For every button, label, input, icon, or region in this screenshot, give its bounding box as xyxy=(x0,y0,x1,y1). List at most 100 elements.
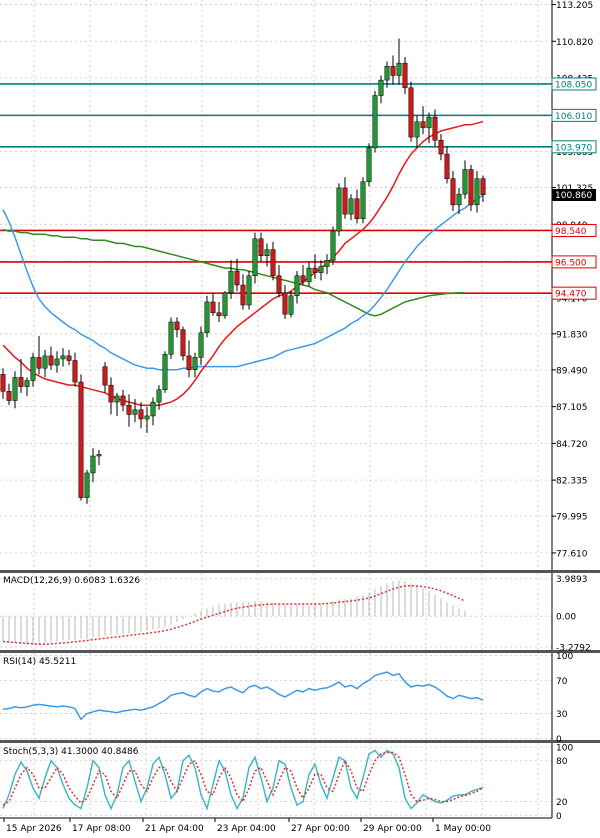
price-tick-label: 79.995 xyxy=(556,513,588,523)
panel-separator xyxy=(0,650,600,653)
candle-body xyxy=(354,198,360,220)
candle-body xyxy=(0,374,6,392)
candle-body xyxy=(84,472,90,498)
candle-body xyxy=(162,354,168,391)
level-label: 103.970 xyxy=(555,143,592,153)
price-tick-label: 110.820 xyxy=(556,38,593,48)
time-label: 15 Apr 2026 xyxy=(6,824,62,834)
macd-tick-label: 3.9893 xyxy=(556,575,588,585)
stoch-tick-label: 80 xyxy=(556,757,568,767)
level-tag xyxy=(551,140,597,154)
candle-body xyxy=(36,357,42,369)
candle-body xyxy=(204,301,210,334)
candle-body xyxy=(360,181,366,220)
price-tick-label: 77.610 xyxy=(556,549,588,559)
candle-body xyxy=(402,62,408,89)
rsi-tick-label: 100 xyxy=(556,652,573,662)
stoch-tick-label: 20 xyxy=(556,798,568,808)
candle-body xyxy=(282,292,288,315)
candle-body xyxy=(474,178,480,206)
candle-body xyxy=(216,312,222,317)
level-label: 96.500 xyxy=(555,258,587,268)
macd-tick-label: 0.00 xyxy=(556,613,576,623)
candle-body xyxy=(102,366,108,386)
price-tick-label: 89.490 xyxy=(556,366,588,376)
level-labels: 108.050 106.010 103.970 98.540 96.500 94.470 xyxy=(551,77,597,300)
panel-separator xyxy=(0,740,600,743)
candle-body xyxy=(252,238,258,277)
candle-body xyxy=(408,87,414,138)
candle-body xyxy=(276,275,282,293)
candle-body xyxy=(48,355,54,366)
candle-body xyxy=(144,415,150,420)
candle-body xyxy=(42,355,48,369)
stoch-tick-label: 0 xyxy=(556,812,562,822)
price-tick-label: 87.105 xyxy=(556,403,588,413)
candle-body xyxy=(366,147,372,183)
candle-body xyxy=(306,267,312,283)
candle-body xyxy=(90,455,96,474)
candle-body xyxy=(132,409,138,415)
candle-body xyxy=(234,270,240,286)
candle-body xyxy=(348,198,354,215)
time-label: 1 May 00:00 xyxy=(435,824,491,834)
level-tag xyxy=(551,286,597,300)
candle-body xyxy=(24,380,30,387)
candle-body xyxy=(222,292,228,317)
candle-body xyxy=(444,153,450,179)
candle-body xyxy=(192,357,198,370)
candle-body xyxy=(246,275,252,306)
stoch-tick-label: 100 xyxy=(556,744,573,754)
level-tag xyxy=(551,77,597,91)
time-label: 21 Apr 04:00 xyxy=(145,824,204,834)
candle-body xyxy=(12,377,18,401)
stoch-d-line xyxy=(2,751,484,806)
candle-body xyxy=(6,391,12,401)
level-tag xyxy=(551,108,597,122)
candle-body xyxy=(378,79,384,96)
price-tick-label: 84.720 xyxy=(556,440,588,450)
candle-body xyxy=(342,187,348,215)
level-label: 106.010 xyxy=(555,112,592,122)
candle-body xyxy=(114,395,120,403)
level-tag xyxy=(551,255,597,269)
candle-body xyxy=(426,116,432,129)
candle-body xyxy=(384,65,390,81)
candle-body xyxy=(138,409,144,420)
candle-body xyxy=(66,355,72,361)
price-tick-label: 91.830 xyxy=(556,330,588,340)
ma-green-line xyxy=(2,228,465,317)
candle-body xyxy=(30,357,36,381)
level-lines-layer xyxy=(0,83,552,294)
candle-body xyxy=(258,238,264,256)
level-tag xyxy=(551,223,597,237)
frame-layer xyxy=(0,0,600,819)
candle-body xyxy=(198,332,204,358)
candle-body xyxy=(108,384,114,403)
current-price-tag: 100.860 xyxy=(552,189,596,201)
price-tick-label: 82.335 xyxy=(556,477,588,487)
candle-body xyxy=(390,65,396,76)
candle-body xyxy=(420,121,426,129)
candle-body xyxy=(318,266,324,273)
candle-body xyxy=(120,395,126,406)
candle-body xyxy=(228,270,234,293)
time-label: 17 Apr 08:00 xyxy=(72,824,131,834)
candle-body xyxy=(270,249,276,277)
candle-body xyxy=(330,230,336,261)
candle-body xyxy=(240,284,246,306)
time-label: 27 Apr 00:00 xyxy=(291,824,350,834)
candles-layer xyxy=(0,38,486,504)
indicators-layer xyxy=(2,580,484,811)
candle-body xyxy=(150,401,156,417)
rsi-tick-label: 70 xyxy=(556,677,568,687)
time-label: 23 Apr 04:00 xyxy=(217,824,276,834)
candle-body xyxy=(264,249,270,256)
candle-body xyxy=(18,377,24,387)
candle-body xyxy=(324,260,330,267)
candle-body xyxy=(156,389,162,403)
candle-body xyxy=(450,178,456,206)
candle-body xyxy=(54,358,60,366)
candle-body xyxy=(96,454,102,457)
